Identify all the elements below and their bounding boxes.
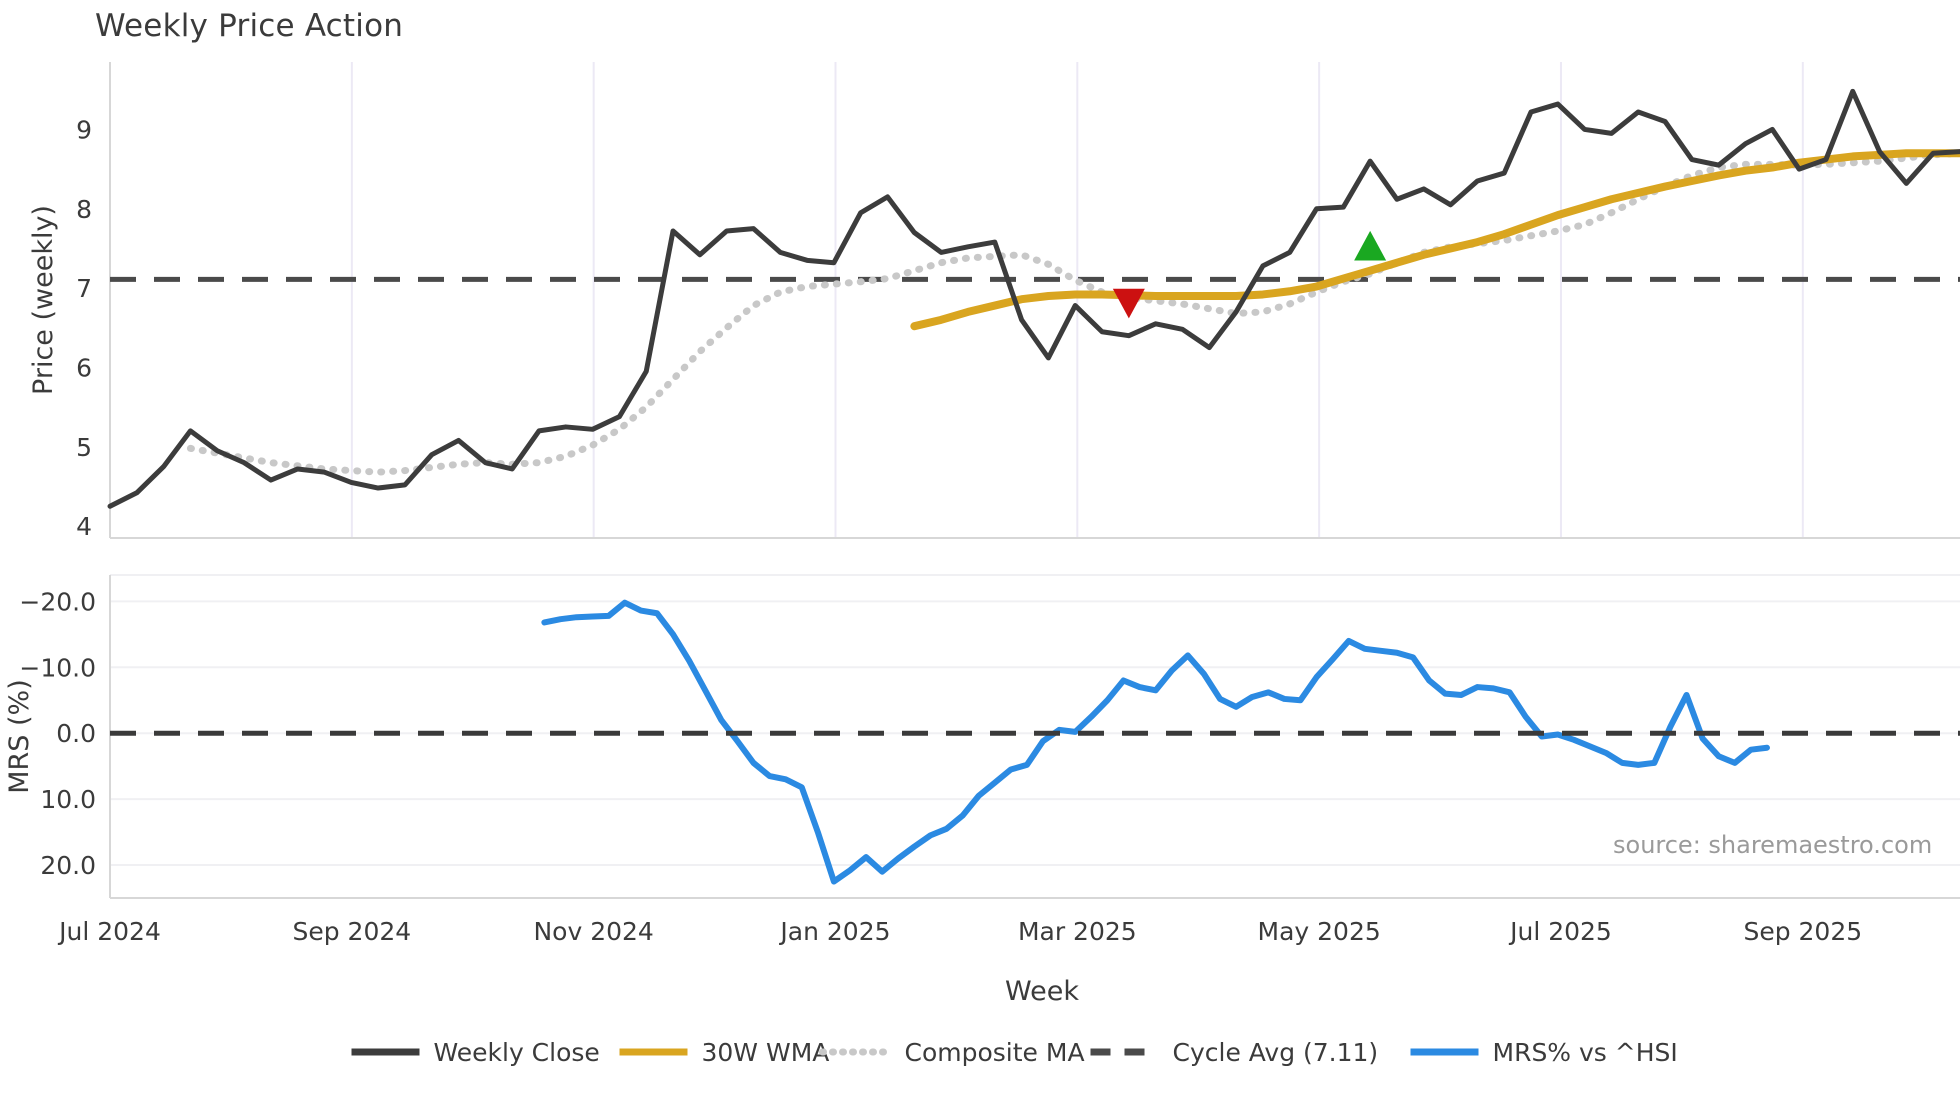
price-y-tick-label: 6 bbox=[76, 353, 92, 382]
mrs-y-tick-label: 10.0 bbox=[40, 785, 96, 814]
price-y-tick-label: 5 bbox=[76, 433, 92, 462]
buy-signal-marker-icon bbox=[1354, 230, 1387, 261]
price-y-tick-label: 7 bbox=[76, 274, 92, 303]
legend-item-label: Weekly Close bbox=[434, 1038, 600, 1067]
mrs-gridlines bbox=[110, 574, 1960, 867]
legend-item-label: Composite MA bbox=[905, 1038, 1085, 1067]
x-tick-label: Nov 2024 bbox=[533, 917, 653, 946]
series-line-weekly-close bbox=[107, 88, 1960, 509]
x-tick-label: Sep 2025 bbox=[1743, 917, 1862, 946]
mrs-y-tick-label: 20.0 bbox=[40, 851, 96, 880]
source-attribution: source: sharemaestro.com bbox=[1613, 831, 1932, 859]
x-tick-label: May 2025 bbox=[1258, 917, 1381, 946]
price-y-tick-label: 4 bbox=[76, 512, 92, 541]
mrs-y-tick-label: −20.0 bbox=[19, 587, 96, 616]
legend-item-composite-ma[interactable]: Composite MA bbox=[819, 1038, 1085, 1067]
axis-labels-group: Price (weekly) MRS (%) Week bbox=[4, 205, 1079, 1007]
legend-item-label: 30W WMA bbox=[702, 1038, 830, 1067]
legend-item-cycle-avg-7-11-[interactable]: Cycle Avg (7.11) bbox=[1090, 1038, 1379, 1067]
price-gridlines bbox=[350, 62, 1804, 538]
x-tick-label: Mar 2025 bbox=[1018, 917, 1137, 946]
x-tick-label: Jan 2025 bbox=[778, 917, 890, 946]
page-title: Weekly Price Action bbox=[95, 8, 404, 44]
mrs-y-tick-label: −10.0 bbox=[19, 653, 96, 682]
x-tick-label: Jul 2024 bbox=[57, 917, 161, 946]
series-line-mrs-vs-hsi bbox=[541, 599, 1770, 885]
signal-markers-group bbox=[1112, 230, 1387, 319]
axis-spines bbox=[109, 62, 1960, 899]
mrs-y-tick-label: 0.0 bbox=[56, 719, 96, 748]
x-tick-label: Jul 2025 bbox=[1508, 917, 1612, 946]
series-line-30w-wma bbox=[910, 149, 1960, 331]
price-y-tick-label: 9 bbox=[76, 115, 92, 144]
price-y-tick-label: 8 bbox=[76, 195, 92, 224]
mrs-y-axis-label: MRS (%) bbox=[4, 679, 35, 794]
mrs-series-group bbox=[110, 599, 1960, 885]
x-tick-label: Sep 2024 bbox=[292, 917, 411, 946]
legend-item-label: Cycle Avg (7.11) bbox=[1173, 1038, 1379, 1067]
legend-group: Weekly Close 30W WMA Composite MA Cycle Avg… bbox=[351, 1038, 1678, 1067]
source-attribution-group: source: sharemaestro.com bbox=[1613, 831, 1932, 859]
price-series-group bbox=[107, 88, 1960, 509]
series-line-composite-ma bbox=[186, 149, 1960, 476]
price-y-axis-label: Price (weekly) bbox=[28, 205, 59, 395]
tick-labels-group: 4 5 6 7 8 9 20.0 10.0 0.0 −10.0 −20.0 Jul 2024 Sep 2… bbox=[19, 115, 1862, 946]
legend-item-mrs-vs-hsi[interactable]: MRS% vs ^HSI bbox=[1410, 1038, 1678, 1067]
sell-signal-marker-icon bbox=[1112, 288, 1145, 319]
legend-item-weekly-close[interactable]: Weekly Close bbox=[351, 1038, 600, 1067]
x-axis-label: Week bbox=[1005, 976, 1079, 1007]
legend-item-30w-wma[interactable]: 30W WMA bbox=[619, 1038, 830, 1067]
legend-item-label: MRS% vs ^HSI bbox=[1493, 1038, 1678, 1067]
